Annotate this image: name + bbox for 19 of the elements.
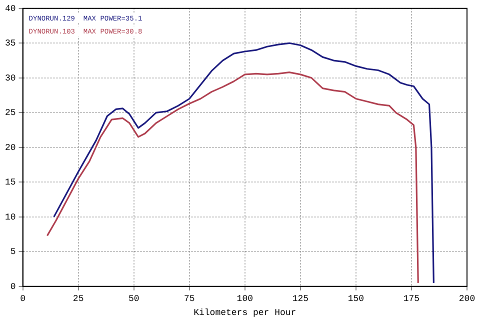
- y-tick-label: 30: [4, 73, 16, 84]
- x-axis-title: Kilometers per Hour: [194, 308, 296, 318]
- y-tick-label: 25: [4, 108, 16, 118]
- x-tick-label: 100: [236, 294, 253, 304]
- y-tick-label: 20: [4, 142, 16, 153]
- x-tick-label: 0: [20, 294, 26, 304]
- y-tick-label: 40: [4, 4, 16, 14]
- x-tick-label: 150: [348, 294, 364, 304]
- x-tick-label: 200: [458, 294, 476, 304]
- y-tick-label: 15: [4, 178, 16, 188]
- x-tick-label: 175: [403, 294, 420, 304]
- x-tick-label: 25: [72, 294, 84, 304]
- x-tick-label: 75: [184, 294, 195, 304]
- x-tick-label: 50: [128, 294, 140, 304]
- x-tick-label: 125: [292, 294, 309, 304]
- y-tick-label: 0: [10, 282, 16, 292]
- y-tick-label: 10: [4, 212, 16, 222]
- y-tick-label: 5: [10, 247, 16, 258]
- y-tick-label: 35: [4, 38, 16, 49]
